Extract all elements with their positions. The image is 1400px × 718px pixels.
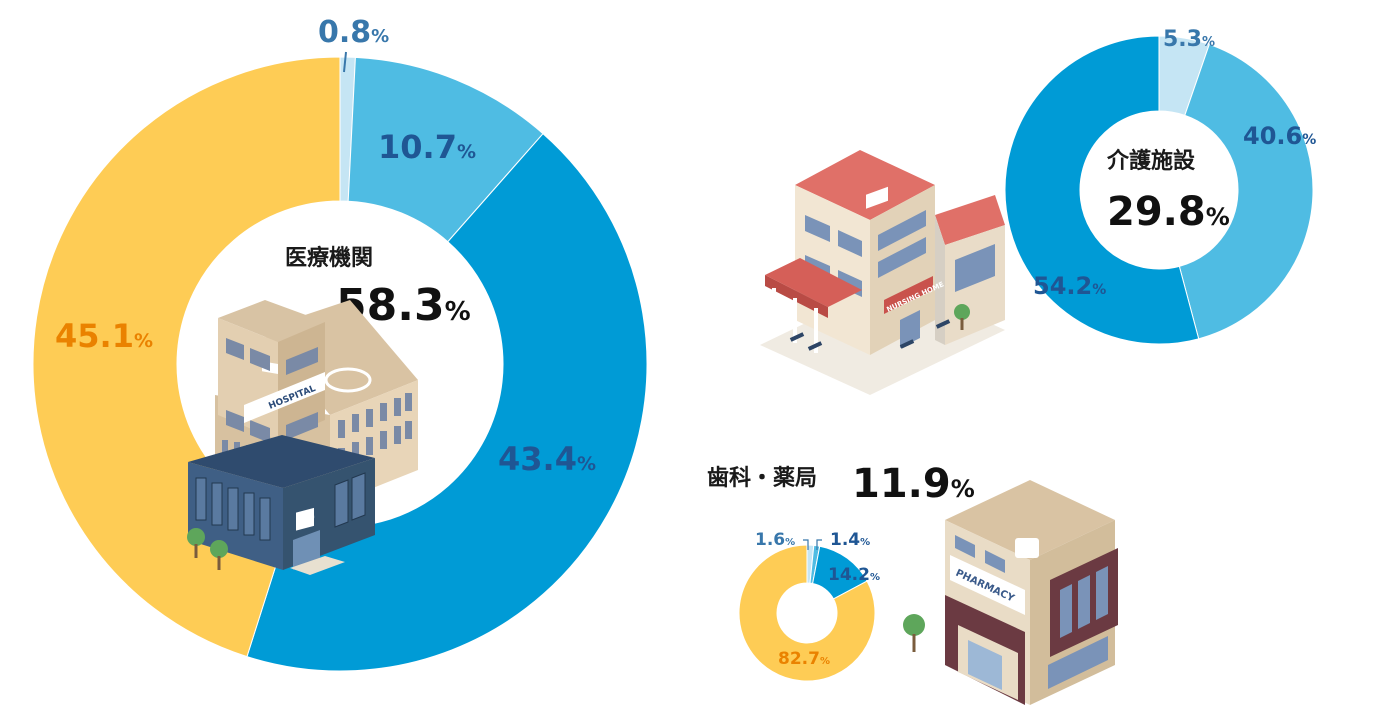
donut-slice-4 [32,56,341,658]
donut-slice-3 [1004,35,1200,345]
svg-text:+: + [298,504,316,534]
donut-slice-2 [1178,43,1314,340]
tree-icon [187,528,228,570]
slice-label-1: 1.6% [755,530,795,550]
slice-label-1: 5.3% [1163,27,1215,52]
donut-chart-dental-pharmacy: 1.6% 1.4% 14.2% 82.7% 歯科・薬局 11.9% [707,461,975,682]
leader-line [343,51,347,73]
hospital-icon: HOSPITAL + [188,300,418,575]
slice-label-2: 1.4% [830,530,870,550]
slice-label-3: 54.2% [1033,272,1106,300]
tree-icon [903,614,925,652]
donut-slice-4 [738,544,876,682]
donut-chart-nursing: 5.3% 40.6% 54.2% 介護施設 29.8% [1004,27,1316,345]
category-title: 介護施設 [1106,148,1196,174]
slice-label-4: 82.7% [778,649,830,669]
slice-label-4: 45.1% [55,317,153,355]
slice-label-3: 14.2% [828,565,880,585]
slice-label-2: 40.6% [1243,122,1316,150]
pharmacy-icon: PHARMACY [945,480,1118,705]
category-total: 29.8% [1107,189,1230,235]
category-total: 11.9% [852,461,975,507]
slice-label-3: 43.4% [498,440,596,478]
category-title: 歯科・薬局 [707,465,817,491]
leader-lines-small [803,539,822,550]
slice-label-2: 10.7% [378,128,476,166]
category-title: 医療機関 [285,245,373,271]
slice-label-1: 0.8% [318,15,389,50]
nursing-home-icon: NURSING HOME [760,150,1005,395]
